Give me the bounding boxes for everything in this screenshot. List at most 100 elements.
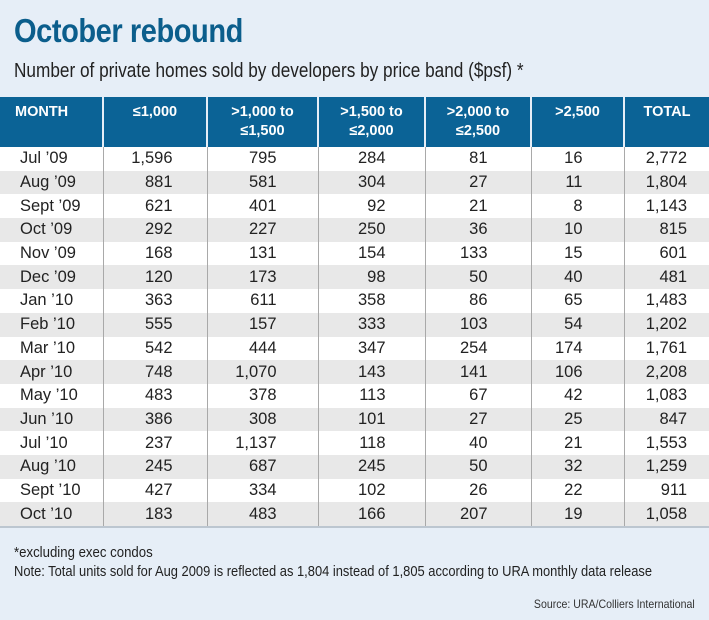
value-cell: 36 (424, 218, 531, 242)
value-cell: 227 (206, 218, 318, 242)
value-cell: 687 (206, 454, 318, 479)
value-cell: 207 (424, 502, 531, 528)
value-cell: 304 (317, 170, 425, 195)
table-row: Jun ’10 386 308 101 27 25 847 (0, 407, 709, 432)
value-cell: 1,070 (206, 360, 318, 384)
value-cell: 347 (317, 336, 425, 361)
value-cell: 911 (623, 478, 709, 503)
chart-subtitle: Number of private homes sold by develope… (14, 60, 524, 82)
value-cell: 54 (530, 312, 624, 337)
value-cell: 1,058 (623, 502, 709, 528)
value-cell: 173 (206, 265, 318, 290)
value-cell: 1,804 (623, 170, 709, 195)
value-cell: 25 (530, 407, 624, 432)
value-cell: 16 (530, 147, 624, 171)
value-cell: 427 (102, 478, 207, 503)
value-cell: 50 (424, 265, 531, 290)
column-header-line1: MONTH (15, 104, 69, 120)
value-cell: 113 (317, 383, 425, 408)
value-cell: 358 (317, 289, 425, 313)
value-cell: 2,208 (623, 360, 709, 384)
value-cell: 1,202 (623, 312, 709, 337)
column-header-line1: >1,000 to (231, 104, 294, 120)
source-credit: Source: URA/Colliers International (534, 597, 695, 611)
value-cell: 143 (317, 360, 425, 384)
table-row: Aug ’10 245 687 245 50 32 1,259 (0, 454, 709, 479)
value-cell: 86 (424, 289, 531, 313)
value-cell: 102 (317, 478, 425, 503)
value-cell: 401 (206, 194, 318, 219)
month-cell: Jun ’10 (0, 407, 103, 432)
value-cell: 157 (206, 312, 318, 337)
value-cell: 881 (102, 170, 207, 195)
value-cell: 67 (424, 383, 531, 408)
value-cell: 40 (424, 431, 531, 455)
value-cell: 555 (102, 312, 207, 337)
month-cell: Sept ’10 (0, 478, 103, 503)
table-row: Feb ’10 555 157 333 103 54 1,202 (0, 312, 709, 337)
value-cell: 1,083 (623, 383, 709, 408)
value-cell: 621 (102, 194, 207, 219)
month-cell: Oct ’09 (0, 218, 103, 242)
value-cell: 168 (102, 241, 207, 266)
month-cell: Sept ’09 (0, 194, 103, 219)
month-cell: Mar ’10 (0, 336, 103, 361)
value-cell: 154 (317, 241, 425, 266)
value-cell: 103 (424, 312, 531, 337)
month-cell: Jul ’09 (0, 147, 103, 171)
column-header-1: ≤1,000 (102, 97, 207, 147)
value-cell: 27 (424, 407, 531, 432)
value-cell: 245 (317, 454, 425, 479)
sales-table: MONTH ≤1,000 >1,000 to ≤1,500 >1,500 to ≤2,00… (0, 97, 709, 528)
value-cell: 481 (623, 265, 709, 290)
value-cell: 15 (530, 241, 624, 266)
value-cell: 1,761 (623, 336, 709, 361)
value-cell: 611 (206, 289, 318, 313)
column-header-line1: >1,500 to (340, 104, 403, 120)
value-cell: 131 (206, 241, 318, 266)
table-body: Jul ’09 1,596 795 284 81 16 2,772 Aug ’09 881 581… (0, 147, 709, 528)
value-cell: 1,553 (623, 431, 709, 455)
table-row: Mar ’10 542 444 347 254 174 1,761 (0, 336, 709, 361)
month-cell: May ’10 (0, 383, 103, 408)
value-cell: 42 (530, 383, 624, 408)
table-row: Sept ’10 427 334 102 26 22 911 (0, 478, 709, 503)
month-cell: Feb ’10 (0, 312, 103, 337)
month-cell: Aug ’10 (0, 454, 103, 479)
value-cell: 1,137 (206, 431, 318, 455)
value-cell: 8 (530, 194, 624, 219)
value-cell: 601 (623, 241, 709, 266)
value-cell: 21 (530, 431, 624, 455)
chart-title: October rebound (14, 12, 243, 49)
month-cell: Aug ’09 (0, 170, 103, 195)
value-cell: 363 (102, 289, 207, 313)
column-header-line1: >2,000 to (446, 104, 510, 120)
value-cell: 2,772 (623, 147, 709, 171)
column-header-line2: ≤2,500 (455, 123, 501, 139)
value-cell: 11 (530, 170, 624, 195)
value-cell: 133 (424, 241, 531, 266)
column-header-2: >1,000 to ≤1,500 (206, 97, 318, 147)
column-header-0: MONTH (0, 97, 103, 147)
value-cell: 1,259 (623, 454, 709, 479)
value-cell: 10 (530, 218, 624, 242)
value-cell: 483 (206, 502, 318, 528)
table-row: Dec ’09 120 173 98 50 40 481 (0, 265, 709, 290)
footnote-note: Note: Total units sold for Aug 2009 is r… (14, 563, 652, 580)
value-cell: 27 (424, 170, 531, 195)
value-cell: 118 (317, 431, 425, 455)
value-cell: 50 (424, 454, 531, 479)
value-cell: 250 (317, 218, 425, 242)
column-header-line1: >2,500 (555, 104, 600, 120)
value-cell: 237 (102, 431, 207, 455)
value-cell: 106 (530, 360, 624, 384)
table-row: Aug ’09 881 581 304 27 11 1,804 (0, 170, 709, 195)
value-cell: 22 (530, 478, 624, 503)
value-cell: 183 (102, 502, 207, 528)
value-cell: 542 (102, 336, 207, 361)
table-row: May ’10 483 378 113 67 42 1,083 (0, 383, 709, 408)
footnote-asterisk: *excluding exec condos (14, 544, 153, 561)
month-cell: Nov ’09 (0, 241, 103, 266)
column-header-line1: ≤1,000 (132, 104, 178, 120)
value-cell: 581 (206, 170, 318, 195)
